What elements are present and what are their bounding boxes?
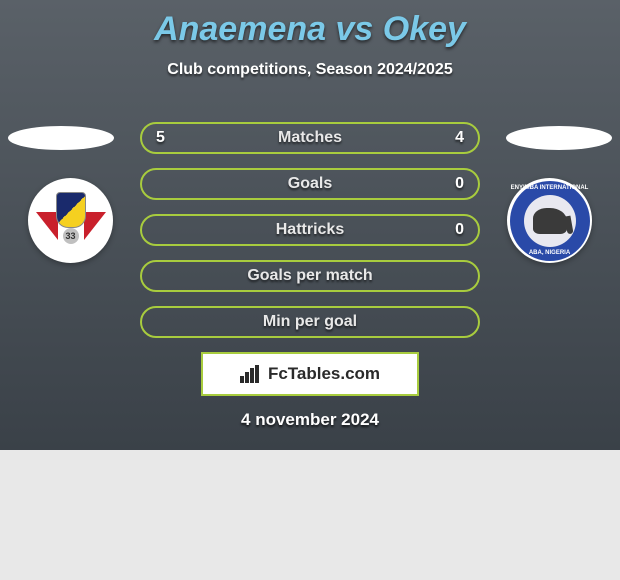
- stat-row-matches: 5 Matches 4: [140, 122, 480, 154]
- stat-label: Min per goal: [142, 313, 478, 331]
- stats-list: 5 Matches 4 Goals 0 Hattricks 0 Goals pe…: [140, 122, 480, 352]
- stat-label: Matches: [142, 129, 478, 147]
- page-title: Anaemena vs Okey: [0, 0, 620, 49]
- player-ellipse-right: [506, 126, 612, 150]
- club-badge-right: ENYIMBA INTERNATIONAL ABA, NIGERIA: [507, 178, 592, 263]
- date-label: 4 november 2024: [0, 410, 620, 430]
- stat-label: Hattricks: [142, 221, 478, 239]
- stat-row-hattricks: Hattricks 0: [140, 214, 480, 246]
- badge-number: 33: [63, 228, 79, 244]
- subtitle: Club competitions, Season 2024/2025: [0, 61, 620, 79]
- player-ellipse-left: [8, 126, 114, 150]
- stat-right-value: 0: [455, 175, 464, 193]
- stat-row-goals-per-match: Goals per match: [140, 260, 480, 292]
- stat-label: Goals per match: [142, 267, 478, 285]
- stat-left-value: 5: [156, 129, 165, 147]
- stat-row-goals: Goals 0: [140, 168, 480, 200]
- fctables-logo-icon: [240, 365, 262, 383]
- enyimba-logo-icon: ENYIMBA INTERNATIONAL ABA, NIGERIA: [510, 181, 590, 261]
- badge-arc-top: ENYIMBA INTERNATIONAL: [511, 185, 589, 191]
- remo-stars-logo-icon: 33: [36, 186, 106, 256]
- comparison-card: Anaemena vs Okey Club competitions, Seas…: [0, 0, 620, 450]
- stat-label: Goals: [142, 175, 478, 193]
- brand-footer[interactable]: FcTables.com: [201, 352, 419, 396]
- badge-arc-bottom: ABA, NIGERIA: [529, 250, 570, 256]
- elephant-icon: [533, 208, 567, 234]
- club-badge-left: 33: [28, 178, 113, 263]
- stat-right-value: 4: [455, 129, 464, 147]
- stat-right-value: 0: [455, 221, 464, 239]
- stat-row-min-per-goal: Min per goal: [140, 306, 480, 338]
- brand-name: FcTables.com: [268, 364, 380, 384]
